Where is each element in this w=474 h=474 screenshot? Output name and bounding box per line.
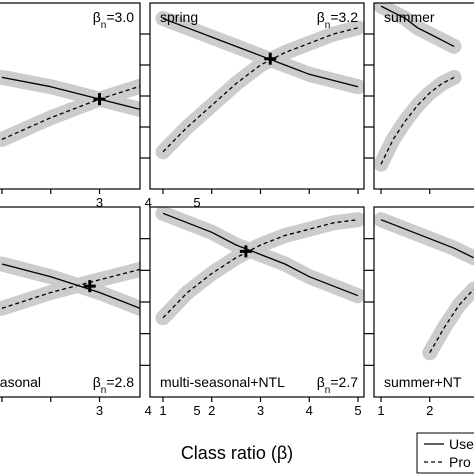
panel-2: spring βn=3.2 (145, 2, 369, 194)
x-tick-label: 3 (96, 403, 103, 418)
series-use-5 (162, 212, 359, 297)
legend-box (416, 432, 474, 474)
x-tick-label: 3 (96, 195, 103, 210)
band-pro-6 (422, 281, 474, 361)
panel-label: easonal (0, 374, 41, 390)
panel-5: 1 2 3 4 5 multi-seasonal+NTL βn=2.7 (145, 206, 369, 418)
band-pro-3 (374, 69, 462, 172)
x-tick-label: 3 (257, 403, 264, 418)
x-tick-label: 5 (193, 195, 200, 210)
x-tick-label: 5 (193, 403, 200, 418)
x-tick-label: 4 (306, 403, 313, 418)
x-tick-label: 2 (208, 403, 215, 418)
legend: Use Pro (416, 432, 474, 474)
panel-4: 3 4 5 easonal βn=2.8 (0, 206, 201, 418)
panel-6: 1 2 summer+NT (369, 206, 474, 418)
legend-label-pro: Pro (449, 454, 471, 470)
series-pro-4 (1, 268, 140, 309)
beta-n-annotation: βn=3.0 (93, 9, 134, 31)
crossing-marker-4 (83, 280, 96, 293)
series-pro-2 (162, 27, 359, 153)
legend-label-use: Use (449, 436, 474, 452)
series-pro-5 (162, 219, 359, 319)
crossing-marker-1 (93, 93, 106, 106)
beta-n-annotation: βn=3.2 (317, 9, 358, 31)
series-use-4 (1, 263, 140, 309)
band-pro-5 (155, 212, 364, 326)
x-axis-label: Class ratio (β) (181, 443, 293, 463)
series-use-3 (380, 5, 455, 47)
crossing-marker-2 (264, 52, 277, 65)
x-tick-label: 5 (354, 403, 361, 418)
crossing-marker-5 (239, 245, 252, 258)
x-tick-label: 4 (145, 195, 152, 210)
x-tick-label: 1 (377, 403, 384, 418)
band-pro-2 (155, 20, 364, 160)
beta-n-annotation: βn=2.8 (93, 374, 134, 396)
panel-1: 3 4 5 βn=3.0 (0, 2, 201, 210)
x-tick-label: 4 (145, 403, 152, 418)
panel-label: summer (384, 9, 435, 25)
series-use-6 (380, 219, 474, 259)
beta-n-annotation: βn=2.7 (317, 374, 358, 396)
panel-3: summer (369, 2, 474, 194)
x-tick-label: 2 (426, 403, 433, 418)
panel-label: spring (160, 9, 198, 25)
series-use-2 (162, 17, 359, 88)
panel-label: multi-seasonal+NTL (160, 374, 285, 390)
series-pro-6 (429, 288, 474, 354)
x-tick-label: 1 (159, 403, 166, 418)
panel-label: summer+NT (384, 374, 462, 390)
